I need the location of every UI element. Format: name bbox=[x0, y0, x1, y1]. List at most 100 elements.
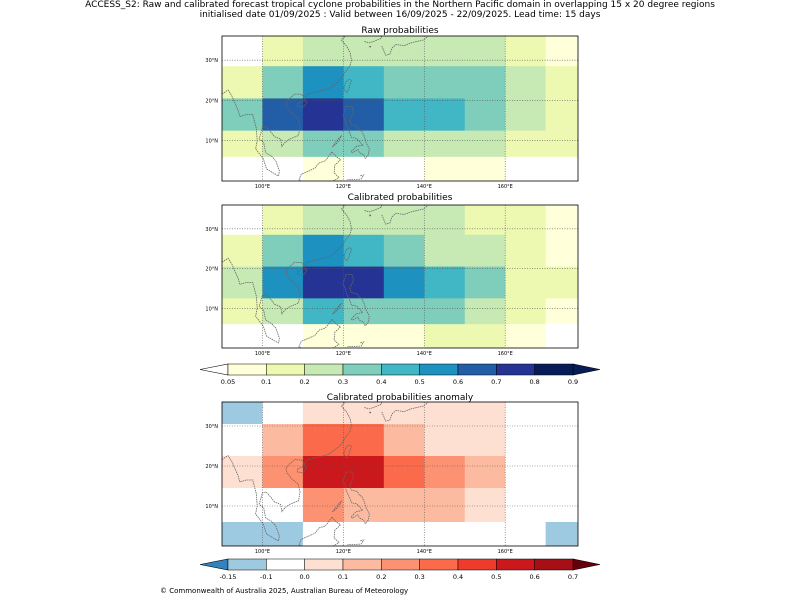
coastline bbox=[381, 402, 429, 422]
coastline bbox=[331, 319, 342, 348]
colorbar-tick-label: 0.4 bbox=[376, 378, 386, 386]
y-tick-label: 20°N bbox=[205, 464, 218, 470]
y-tick-label: 10°N bbox=[205, 504, 218, 510]
heatmap-cell bbox=[424, 488, 466, 523]
coastline bbox=[332, 500, 343, 513]
heatmap-cell bbox=[302, 298, 344, 325]
colorbar-segment bbox=[304, 363, 344, 376]
heatmap-cell bbox=[505, 488, 546, 523]
heatmap-cell bbox=[343, 298, 385, 325]
heatmap-cell bbox=[222, 156, 263, 181]
colorbar-tick-label: -0.1 bbox=[260, 573, 273, 581]
coastline bbox=[368, 214, 373, 217]
colorbar-segment bbox=[227, 363, 267, 376]
coastline bbox=[364, 402, 383, 410]
heatmap-cell bbox=[383, 266, 425, 299]
heatmap-cell bbox=[222, 205, 263, 236]
y-tick-label: 10°N bbox=[205, 139, 218, 145]
heatmap-cell bbox=[424, 456, 466, 489]
heatmap-cell bbox=[505, 402, 546, 425]
colorbar-segment bbox=[534, 363, 574, 376]
heatmap-cell bbox=[464, 36, 506, 67]
heatmap-cell bbox=[343, 234, 385, 267]
x-tick-label: 140°E bbox=[417, 184, 432, 190]
heatmap-cell bbox=[383, 36, 425, 67]
heatmap-cell bbox=[383, 488, 425, 523]
heatmap-cell bbox=[464, 66, 506, 99]
heatmap-cell bbox=[302, 156, 344, 181]
colorbar-segment bbox=[381, 363, 420, 376]
coastline bbox=[347, 174, 365, 180]
heatmap-cell bbox=[545, 324, 578, 348]
heatmap-cell bbox=[464, 98, 506, 131]
x-tick-label: 100°E bbox=[255, 549, 270, 555]
colorbar-segment bbox=[304, 558, 344, 571]
heatmap-cell bbox=[464, 424, 506, 457]
colorbar-tick-label: 0.2 bbox=[376, 573, 386, 581]
heatmap-cell bbox=[424, 205, 466, 236]
y-tick-label: 30°N bbox=[205, 58, 218, 64]
y-tick-label: 10°N bbox=[205, 306, 218, 312]
panel-title: Raw probabilities bbox=[361, 26, 439, 36]
coastline bbox=[342, 274, 370, 327]
heatmap-cell bbox=[505, 66, 546, 99]
heatmap-cell bbox=[505, 98, 546, 131]
heatmap-cell bbox=[302, 36, 344, 67]
heatmap-cell bbox=[383, 522, 425, 546]
heatmap-cell bbox=[262, 488, 304, 523]
heatmap-cell bbox=[383, 66, 425, 99]
heatmap-cell bbox=[343, 156, 385, 181]
heatmap-cell bbox=[424, 36, 466, 67]
heatmap-cell bbox=[343, 266, 385, 299]
heatmap-cell bbox=[262, 522, 304, 546]
colorbar-segment bbox=[457, 363, 497, 376]
colorbar-tick-label: 0.6 bbox=[529, 573, 539, 581]
heatmap-cell bbox=[505, 130, 546, 158]
heatmap-cell bbox=[464, 522, 506, 546]
panel-title: Calibrated probabilities bbox=[348, 193, 453, 203]
heatmap-cell bbox=[262, 130, 304, 158]
heatmap-cell bbox=[424, 98, 466, 131]
heatmap-cell bbox=[383, 234, 425, 267]
heatmap-cell bbox=[262, 98, 304, 131]
coastline bbox=[368, 411, 373, 414]
coastline bbox=[364, 36, 383, 44]
coastline bbox=[222, 36, 352, 177]
colorbar-low-extension bbox=[199, 363, 229, 376]
heatmap-cell bbox=[464, 402, 506, 425]
heatmap-cell bbox=[222, 36, 263, 67]
heatmap-cell bbox=[545, 66, 578, 99]
coastline bbox=[332, 302, 343, 315]
heatmap-cell bbox=[343, 522, 385, 546]
colorbar-segment bbox=[342, 363, 382, 376]
coastline bbox=[342, 471, 370, 525]
heatmap-cell bbox=[464, 298, 506, 325]
heatmap-cell bbox=[343, 456, 385, 489]
colorbar-tick-label: 0.3 bbox=[414, 573, 424, 581]
heatmap-cell bbox=[222, 98, 263, 131]
figure-title-line-1: ACCESS_S2: Raw and calibrated forecast t… bbox=[85, 0, 715, 10]
colorbar-tick-label: 0.1 bbox=[261, 378, 271, 386]
heatmap-cell bbox=[383, 205, 425, 236]
heatmap-cell bbox=[424, 266, 466, 299]
heatmap-cell bbox=[464, 488, 506, 523]
coastline bbox=[222, 205, 352, 344]
heatmap-cell bbox=[545, 522, 578, 546]
heatmap-cell bbox=[383, 156, 425, 181]
coastline bbox=[296, 99, 308, 108]
heatmap-cell bbox=[262, 424, 304, 457]
heatmap-cell bbox=[424, 66, 466, 99]
colorbar-segment bbox=[266, 363, 305, 376]
map-panel-2: Calibrated probabilities 100°E 120°E 140°E 1… bbox=[205, 193, 579, 357]
y-tick-label: 20°N bbox=[205, 98, 218, 104]
coastline bbox=[347, 539, 365, 545]
heatmap-cell bbox=[464, 156, 506, 181]
x-tick-label: 120°E bbox=[336, 549, 351, 555]
colorbar-anomaly: -0.15 -0.1 0.0 0.1 0.2 0.3 0.4 0.5 0.6 0.7 bbox=[199, 558, 601, 581]
heatmap-cell bbox=[343, 36, 385, 67]
heatmap-cell bbox=[545, 36, 578, 67]
heatmap-cell bbox=[545, 234, 578, 267]
heatmap-cell bbox=[302, 488, 344, 523]
map-frame bbox=[221, 35, 579, 182]
colorbar-tick-label: 0.1 bbox=[338, 573, 348, 581]
